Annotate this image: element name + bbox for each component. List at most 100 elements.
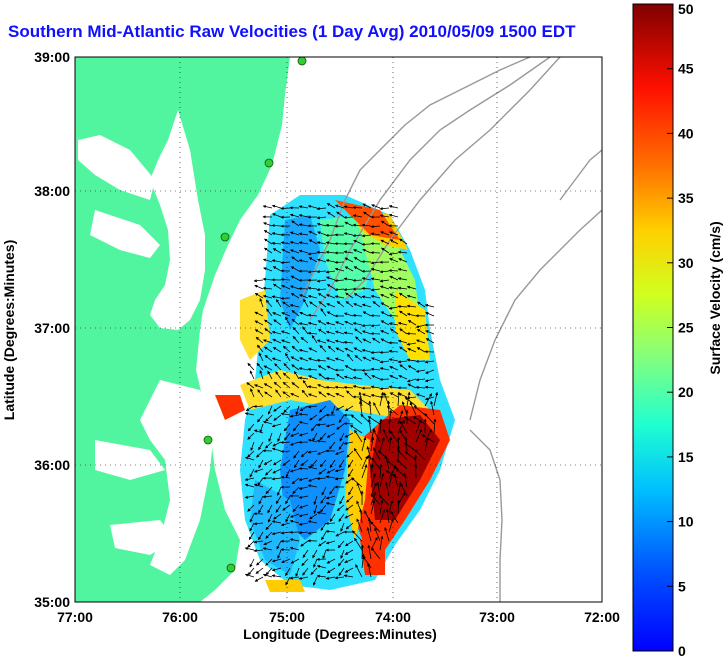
- velocity-arrow: [353, 239, 363, 245]
- velocity-arrow: [258, 441, 264, 451]
- velocity-arrow: [244, 412, 255, 416]
- velocity-arrow: [259, 423, 264, 434]
- velocity-arrow: [380, 231, 390, 236]
- velocity-arrow: [346, 353, 354, 362]
- velocity-arrow: [258, 504, 264, 514]
- velocity-arrow: [361, 455, 368, 470]
- velocity-arrow: [406, 358, 417, 362]
- velocity-arrow: [298, 432, 309, 437]
- velocity-arrow: [289, 468, 300, 473]
- velocity-arrow: [271, 567, 282, 572]
- velocity-arrow: [275, 504, 282, 513]
- velocity-arrow: [325, 475, 336, 479]
- velocity-arrow: [254, 284, 264, 290]
- velocity-arrow: [326, 294, 336, 299]
- x-tick-label: 76:00: [162, 609, 198, 625]
- velocity-arrow: [271, 520, 282, 524]
- velocity-arrow: [310, 567, 318, 575]
- velocity-arrow: [281, 558, 291, 563]
- velocity-arrow: [316, 476, 327, 481]
- velocity-arrow: [264, 319, 273, 326]
- velocity-arrow: [307, 465, 318, 470]
- velocity-arrow: [291, 382, 300, 389]
- velocity-arrow: [380, 338, 390, 344]
- colorbar-tick-label: 45: [678, 61, 694, 77]
- velocity-arrow: [301, 389, 309, 398]
- velocity-arrow: [319, 459, 327, 468]
- velocity-arrow: [298, 486, 309, 490]
- velocity-arrow: [343, 375, 354, 380]
- velocity-arrow: [354, 429, 363, 443]
- velocity-arrow: [425, 369, 435, 374]
- velocity-arrow: [282, 301, 291, 308]
- velocity-arrow: [352, 530, 363, 542]
- velocity-arrow: [398, 375, 408, 380]
- velocity-arrow: [344, 266, 354, 272]
- velocity-arrow: [334, 576, 345, 580]
- velocity-arrow: [291, 256, 300, 263]
- velocity-arrow: [280, 296, 291, 301]
- velocity-arrow: [253, 404, 264, 409]
- velocity-arrow: [425, 330, 435, 335]
- velocity-arrow: [307, 252, 318, 256]
- velocity-arrow: [325, 223, 336, 227]
- velocity-arrow: [424, 393, 432, 407]
- velocity-arrow: [298, 531, 309, 535]
- velocity-arrow: [320, 308, 327, 317]
- bathymetry-contours: [299, 57, 602, 602]
- velocity-arrow: [308, 230, 318, 236]
- colorbar-tick-label: 25: [678, 320, 694, 336]
- velocity-arrow: [264, 346, 273, 353]
- velocity-arrow: [308, 257, 318, 263]
- velocity-arrow: [271, 295, 282, 299]
- velocity-arrow: [383, 392, 390, 407]
- velocity-arrow: [318, 414, 327, 421]
- velocity-arrow: [289, 576, 300, 580]
- velocity-arrow: [262, 339, 273, 344]
- velocity-arrow: [353, 249, 363, 254]
- velocity-arrow: [272, 468, 282, 474]
- velocity-arrow: [367, 544, 372, 560]
- velocity-arrow: [325, 233, 336, 237]
- velocity-arrow: [379, 418, 383, 434]
- velocity-arrow: [275, 298, 282, 308]
- velocity-arrow: [361, 277, 372, 281]
- velocity-arrow: [277, 486, 282, 496]
- velocity-arrow: [397, 339, 408, 344]
- velocity-arrow: [316, 269, 327, 274]
- velocity-arrow: [316, 339, 327, 344]
- velocity-arrow: [415, 419, 422, 434]
- velocity-arrow: [344, 540, 354, 547]
- velocity-arrow: [343, 574, 354, 578]
- y-axis-label: Latitude (Degrees:Minutes): [1, 240, 17, 420]
- velocity-arrow: [379, 207, 390, 211]
- velocity-arrow: [352, 233, 363, 238]
- velocity-arrow: [370, 224, 381, 229]
- velocity-arrow: [353, 447, 363, 461]
- velocity-arrow: [247, 504, 255, 512]
- velocity-arrow: [388, 314, 399, 318]
- velocity-arrow: [344, 257, 354, 263]
- velocity-arrow: [312, 549, 318, 559]
- velocity-arrow: [367, 517, 372, 533]
- x-axis-label: Longitude (Degrees:Minutes): [243, 626, 437, 642]
- velocity-arrow: [388, 518, 394, 533]
- velocity-arrow: [325, 376, 336, 381]
- velocity-arrow: [380, 311, 390, 317]
- velocity-arrow: [344, 365, 354, 371]
- velocity-arrow: [346, 450, 354, 458]
- velocity-arrow: [361, 223, 372, 227]
- velocity-arrow: [415, 359, 426, 363]
- velocity-arrow: [335, 405, 345, 411]
- velocity-arrow: [338, 414, 345, 423]
- velocity-arrow: [247, 450, 255, 458]
- velocity-arrow: [334, 295, 345, 299]
- velocity-arrow: [388, 268, 399, 273]
- velocity-arrow: [272, 338, 282, 344]
- y-axis: 39:00 38:00 37:00 36:00 35:00 Latitude (…: [1, 49, 70, 610]
- velocity-arrow: [258, 531, 264, 541]
- velocity-arrow: [316, 511, 327, 515]
- velocity-arrow: [344, 513, 354, 519]
- velocity-arrow: [318, 540, 327, 547]
